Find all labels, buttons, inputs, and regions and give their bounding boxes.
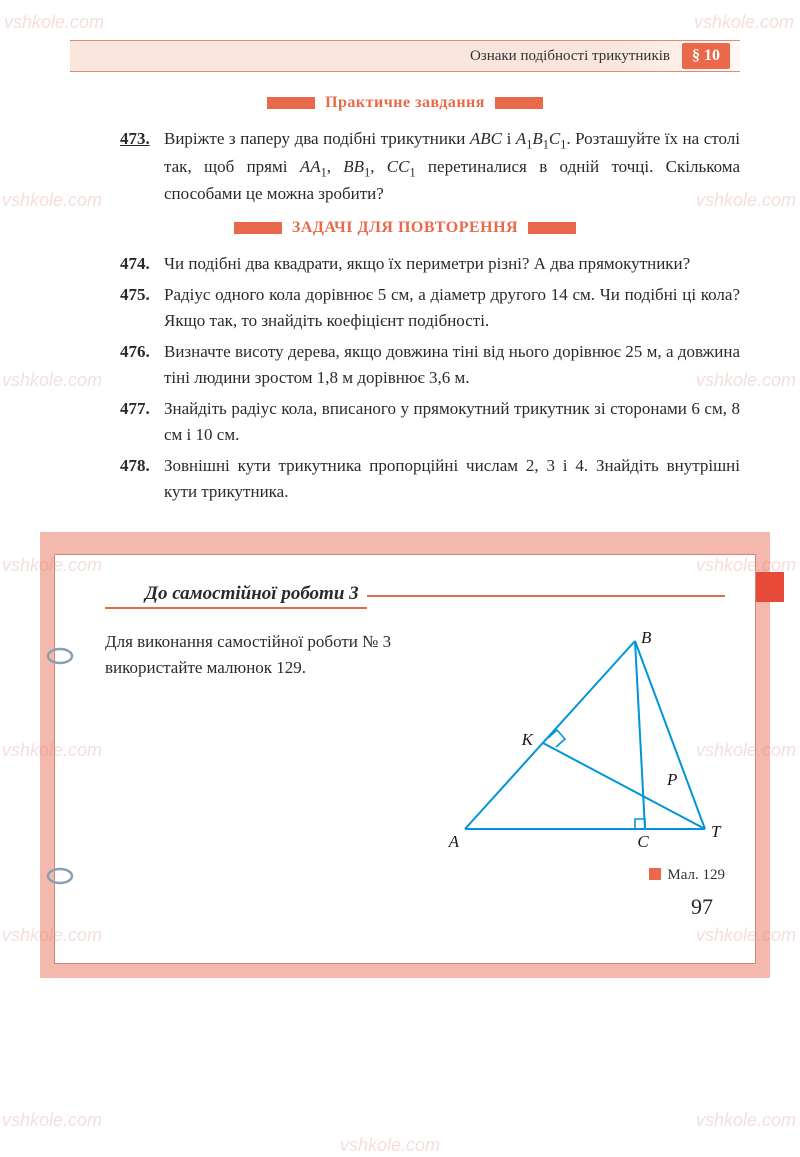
problem-478: 478. Зовнішні кути трикутника пропорційн… <box>120 453 740 504</box>
heading-bar-icon <box>267 97 315 109</box>
problem-473: 473. Виріжте з паперу два подібні трикут… <box>120 126 740 207</box>
problem-num: 473. <box>120 126 164 207</box>
selfstudy-panel: До самостійної роботи 3 Для виконання са… <box>40 532 770 978</box>
problem-476: 476. Визначте висоту дерева, якщо довжин… <box>120 339 740 390</box>
practice-problems: 473. Виріжте з паперу два подібні трикут… <box>120 126 740 207</box>
panel-body: Для виконання самостійної роботи № 3 вик… <box>105 629 725 884</box>
heading-bar-icon <box>528 222 576 234</box>
figure-129: A B C T K P Мал. 129 <box>445 629 725 884</box>
problem-477: 477. Знайдіть радіус кола, вписаного у п… <box>120 396 740 447</box>
problem-num: 475. <box>120 282 164 333</box>
panel-title-row: До самостійної роботи 3 <box>105 583 725 609</box>
review-label: ЗАДАЧІ ДЛЯ ПОВТОРЕННЯ <box>292 219 518 237</box>
practice-heading: Практичне завдання <box>70 94 740 112</box>
panel-accent-icon <box>752 572 784 602</box>
figure-caption: Мал. 129 <box>445 867 725 884</box>
problem-475: 475. Радіус одного кола дорівнює 5 см, а… <box>120 282 740 333</box>
problem-num: 476. <box>120 339 164 390</box>
problem-474: 474. Чи подібні два квадрати, якщо їх пе… <box>120 251 740 277</box>
watermark: vshkole.com <box>2 1110 102 1131</box>
svg-text:K: K <box>521 730 535 749</box>
problem-num: 474. <box>120 251 164 277</box>
practice-label: Практичне завдання <box>325 94 485 112</box>
page-content: Ознаки подібності трикутників § 10 Практ… <box>0 0 800 998</box>
problem-text: Визначте висоту дерева, якщо довжина тін… <box>164 339 740 390</box>
panel-title-line <box>367 595 725 597</box>
triangle-diagram: A B C T K P <box>445 629 725 854</box>
page-number: 97 <box>105 894 725 920</box>
header-title: Ознаки подібності трикутників <box>470 48 670 65</box>
binder-ring-icon <box>45 645 75 667</box>
problem-num: 478. <box>120 453 164 504</box>
svg-text:B: B <box>641 629 652 647</box>
review-heading: ЗАДАЧІ ДЛЯ ПОВТОРЕННЯ <box>70 219 740 237</box>
problem-text: Зовнішні кути трикутника пропорційні чис… <box>164 453 740 504</box>
watermark: vshkole.com <box>696 1110 796 1131</box>
svg-text:P: P <box>666 770 677 789</box>
heading-bar-icon <box>495 97 543 109</box>
svg-text:A: A <box>448 832 460 851</box>
watermark: vshkole.com <box>340 1135 440 1156</box>
binder-ring-icon <box>45 865 75 887</box>
header-bar: Ознаки подібності трикутників § 10 <box>70 40 740 72</box>
caption-square-icon <box>649 868 661 880</box>
svg-text:T: T <box>711 822 722 841</box>
problem-text: Радіус одного кола дорівнює 5 см, а діам… <box>164 282 740 333</box>
section-badge: § 10 <box>682 43 730 69</box>
problem-num: 477. <box>120 396 164 447</box>
problem-text: Чи подібні два квадрати, якщо їх перимет… <box>164 251 740 277</box>
panel-inner: До самостійної роботи 3 Для виконання са… <box>54 554 756 964</box>
heading-bar-icon <box>234 222 282 234</box>
panel-title: До самостійної роботи 3 <box>105 583 367 609</box>
svg-text:C: C <box>637 832 649 851</box>
review-problems: 474. Чи подібні два квадрати, якщо їх пе… <box>120 251 740 505</box>
problem-text: Знайдіть радіус кола, вписаного у прямок… <box>164 396 740 447</box>
problem-text: Виріжте з паперу два подібні трикутники … <box>164 126 740 207</box>
panel-text: Для виконання самостійної роботи № 3 вик… <box>105 629 433 884</box>
